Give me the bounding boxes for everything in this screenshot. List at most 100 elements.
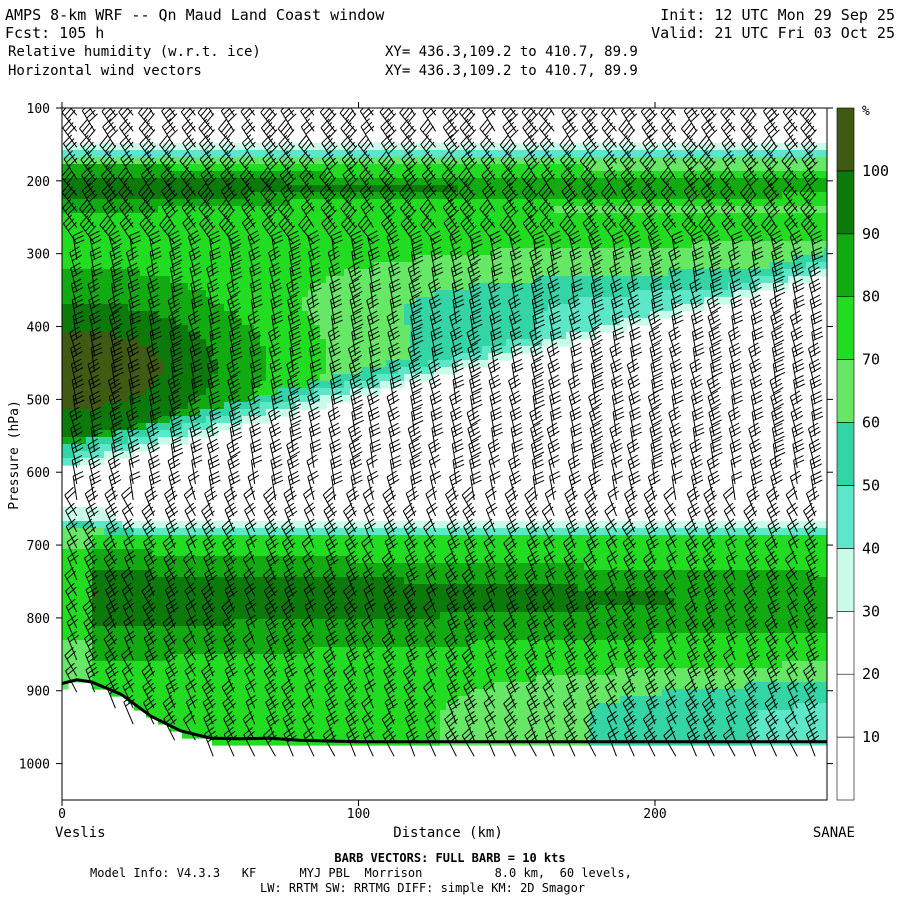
rh-cell bbox=[260, 598, 267, 606]
rh-cell bbox=[332, 647, 339, 655]
rh-cell bbox=[254, 675, 261, 683]
rh-cell bbox=[68, 556, 75, 564]
rh-cell bbox=[158, 409, 165, 417]
rh-cell bbox=[386, 675, 393, 683]
rh-cell bbox=[92, 171, 99, 179]
rh-cell bbox=[272, 535, 279, 543]
rh-cell bbox=[86, 654, 93, 662]
rh-cell bbox=[254, 661, 261, 669]
rh-cell bbox=[248, 262, 255, 270]
rh-cell bbox=[296, 689, 303, 697]
rh-cell bbox=[242, 220, 249, 228]
rh-cell bbox=[158, 521, 165, 529]
rh-cell bbox=[326, 269, 333, 277]
rh-cell bbox=[422, 521, 429, 529]
rh-cell bbox=[62, 423, 69, 431]
rh-cell bbox=[380, 703, 387, 711]
rh-cell bbox=[398, 339, 405, 347]
rh-cell bbox=[440, 311, 447, 319]
rh-cell bbox=[386, 234, 393, 242]
rh-cell bbox=[284, 591, 291, 599]
rh-cell bbox=[446, 318, 453, 326]
rh-cell bbox=[314, 570, 321, 578]
rh-cell bbox=[110, 612, 117, 620]
rh-cell bbox=[212, 535, 219, 543]
rh-cell bbox=[242, 528, 249, 536]
rh-cell bbox=[392, 171, 399, 179]
rh-cell bbox=[428, 689, 435, 697]
rh-cell bbox=[122, 381, 129, 389]
rh-cell bbox=[296, 619, 303, 627]
rh-cell bbox=[272, 738, 279, 746]
rh-cell bbox=[170, 185, 177, 193]
rh-cell bbox=[98, 668, 105, 676]
rh-cell bbox=[338, 717, 345, 725]
rh-cell bbox=[128, 563, 135, 571]
rh-cell bbox=[398, 710, 405, 718]
rh-cell bbox=[458, 542, 465, 550]
rh-cell bbox=[326, 164, 333, 172]
rh-cell bbox=[332, 164, 339, 172]
rh-cell bbox=[68, 437, 75, 445]
rh-cell bbox=[134, 185, 141, 193]
rh-cell bbox=[212, 346, 219, 354]
rh-cell bbox=[152, 647, 159, 655]
rh-cell bbox=[410, 696, 417, 704]
rh-cell bbox=[278, 521, 285, 529]
rh-cell bbox=[326, 633, 333, 641]
rh-cell bbox=[218, 612, 225, 620]
rh-cell bbox=[248, 647, 255, 655]
rh-cell bbox=[428, 311, 435, 319]
rh-cell bbox=[482, 619, 489, 627]
rh-cell bbox=[416, 234, 423, 242]
rh-cell bbox=[122, 689, 129, 697]
rh-cell bbox=[380, 682, 387, 690]
rh-cell bbox=[146, 416, 153, 424]
rh-cell bbox=[350, 213, 357, 221]
rh-cell bbox=[452, 647, 459, 655]
rh-cell bbox=[134, 535, 141, 543]
rh-cell bbox=[200, 612, 207, 620]
rh-cell bbox=[278, 178, 285, 186]
rh-cell bbox=[434, 710, 441, 718]
rh-cell bbox=[128, 542, 135, 550]
rh-cell bbox=[200, 395, 207, 403]
rh-cell bbox=[428, 276, 435, 284]
rh-cell bbox=[236, 157, 243, 165]
rh-cell bbox=[296, 150, 303, 158]
rh-cell bbox=[194, 234, 201, 242]
rh-cell bbox=[134, 388, 141, 396]
rh-cell bbox=[476, 605, 483, 613]
rh-cell bbox=[440, 619, 447, 627]
rh-cell bbox=[74, 157, 81, 165]
rh-cell bbox=[428, 227, 435, 235]
rh-cell bbox=[452, 199, 459, 207]
rh-cell bbox=[452, 640, 459, 648]
rh-cell bbox=[416, 304, 423, 312]
rh-cell bbox=[182, 423, 189, 431]
rh-cell bbox=[314, 276, 321, 284]
rh-cell bbox=[290, 535, 297, 543]
rh-cell bbox=[476, 668, 483, 676]
rh-cell bbox=[440, 297, 447, 305]
rh-cell bbox=[410, 185, 417, 193]
rh-cell bbox=[200, 563, 207, 571]
rh-cell bbox=[206, 717, 213, 725]
rh-cell bbox=[212, 402, 219, 410]
rh-cell bbox=[218, 619, 225, 627]
rh-cell bbox=[278, 612, 285, 620]
rh-cell bbox=[320, 591, 327, 599]
rh-cell bbox=[188, 304, 195, 312]
xy-coords-rh: XY= 436.3,109.2 to 410.7, 89.9 bbox=[385, 44, 638, 60]
rh-cell bbox=[182, 185, 189, 193]
rh-cell bbox=[98, 353, 105, 361]
rh-cell bbox=[110, 654, 117, 662]
rh-cell bbox=[260, 731, 267, 739]
rh-cell bbox=[92, 360, 99, 368]
rh-cell bbox=[356, 290, 363, 298]
rh-cell bbox=[188, 374, 195, 382]
rh-cell bbox=[404, 332, 411, 340]
rh-cell bbox=[128, 339, 135, 347]
rh-cell bbox=[116, 605, 123, 613]
rh-cell bbox=[122, 318, 129, 326]
